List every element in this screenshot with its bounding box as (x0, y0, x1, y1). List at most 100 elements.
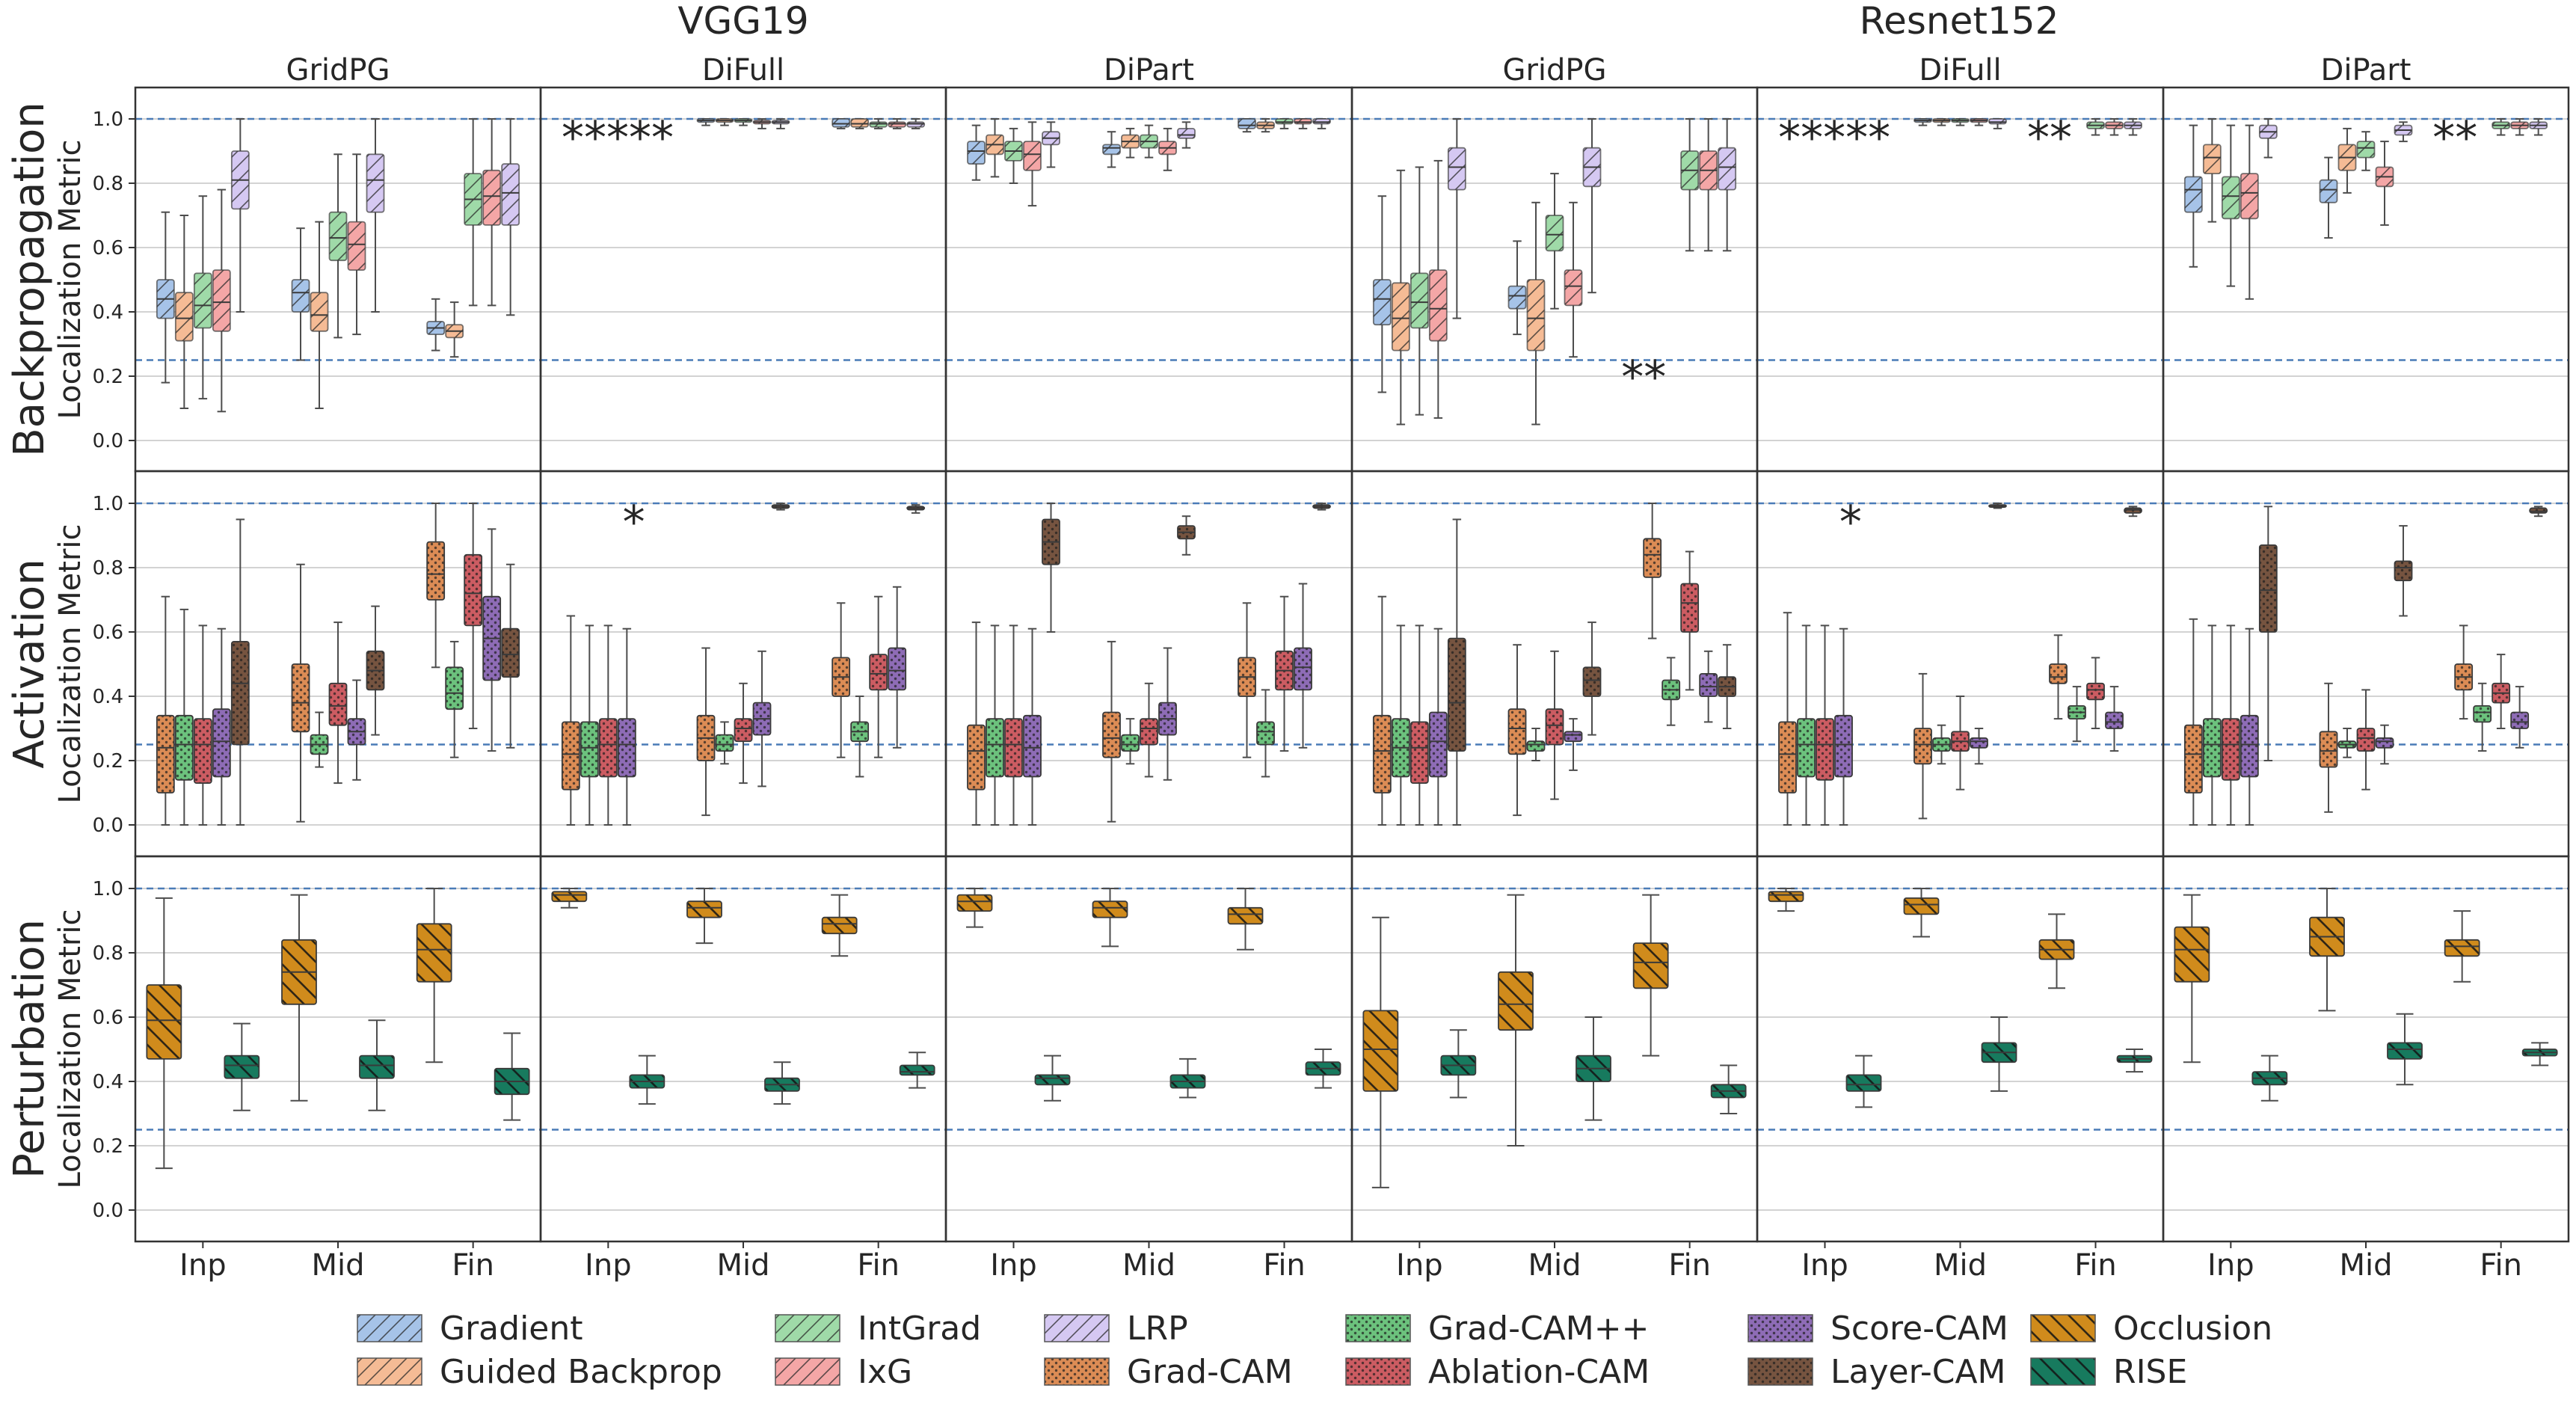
box-r1-c0-g2-s0 (426, 503, 446, 669)
box-r1-c0-g1-s0 (291, 563, 310, 823)
box-r2-c0-g2-s0-pattern (416, 923, 452, 983)
box-r1-c2-g1-s1-pattern (1121, 734, 1140, 752)
legend-label-1: Guided Backprop (440, 1353, 722, 1391)
box-r1-c5-g0-s4 (2258, 506, 2278, 761)
box-r0-c3-g0-s0 (1372, 195, 1392, 393)
box-r1-c1-g1-s1 (715, 721, 734, 765)
box-r2-c2-g2-s1 (1305, 1049, 1341, 1089)
setting-title-1: DiFull (702, 53, 784, 88)
row-label-0: Backpropagation (5, 102, 54, 457)
box-r1-c3-g0-s2 (1410, 624, 1429, 826)
box-r0-c0-g2-s4-pattern (501, 163, 520, 226)
model-title-resnet152: Resnet152 (1860, 0, 2059, 43)
box-r0-c3-g1-s1-pattern (1526, 279, 1546, 352)
box-r0-c1-g2-s4-pattern (906, 121, 926, 128)
box-r1-c0-g2-s0-pattern (426, 541, 446, 601)
box-r0-c0-g1-s1 (310, 221, 329, 409)
box-r2-c0-g0-s0-pattern (146, 984, 182, 1060)
box-r2-c5-g2-s0-pattern (2444, 939, 2480, 957)
box-r0-c5-g0-s3 (2240, 124, 2259, 300)
box-r2-c1-g0-s0 (551, 888, 588, 909)
box-r0-c2-g1-s0 (1102, 131, 1121, 168)
ytick-label-r2-5: 1.0 (93, 878, 123, 900)
xtick-label-1-2: Fin (857, 1248, 900, 1283)
legend-swatch-pattern-8 (1747, 1314, 1813, 1342)
box-r0-c5-g1-s0 (2319, 156, 2338, 239)
star-marker-r0-c1-0: ***** (562, 111, 674, 164)
box-r1-c1-g2-s0 (831, 602, 851, 758)
box-r1-c1-g1-s2-pattern (734, 718, 753, 743)
box-r1-c4-g2-s2-pattern (2086, 682, 2105, 701)
box-r1-c0-g0-s2-pattern (193, 718, 212, 784)
xtick-label-4-0: Inp (1801, 1248, 1848, 1283)
star-marker-r1-c4-0: * (1839, 496, 1862, 548)
ytick-label-r1-4: 0.8 (93, 557, 123, 580)
box-r1-c2-g2-s3 (1294, 583, 1312, 749)
box-r0-c2-g2-s3 (1294, 118, 1312, 129)
box-r0-c2-g1-s4-pattern (1177, 127, 1196, 139)
box-r0-c2-g2-s0-pattern (1238, 118, 1256, 129)
box-r0-c5-g2-s3 (2510, 118, 2530, 136)
box-r0-c3-g2-s4-pattern (1718, 147, 1737, 191)
box-r1-c4-g0-s3-pattern (1834, 714, 1853, 778)
box-r2-c2-g0-s0-pattern (956, 894, 993, 912)
box-r0-c3-g0-s2 (1410, 166, 1429, 416)
star-marker-r0-c3-0: ** (1621, 352, 1666, 404)
box-r1-c3-g2-s4 (1718, 644, 1737, 729)
legend-label-11: RISE (2113, 1353, 2187, 1391)
box-r0-c2-g0-s0-pattern (967, 141, 986, 165)
box-r2-c5-g1-s1-pattern (2387, 1042, 2423, 1060)
box-r0-c1-g2-s0-pattern (831, 118, 851, 128)
box-r0-c5-g0-s2-pattern (2221, 176, 2240, 220)
box-r2-c1-g2-s1-pattern (899, 1064, 935, 1076)
box-r1-c4-g2-s4-pattern (2124, 507, 2142, 514)
box-r0-c5-g0-s1-pattern (2202, 144, 2222, 174)
ytick-label-r2-4: 0.8 (93, 942, 123, 965)
legend-swatch-pattern-0 (357, 1314, 422, 1342)
box-r0-c3-g0-s4-pattern (1447, 147, 1466, 191)
ytick-label-r1-1: 0.2 (93, 750, 123, 773)
box-r2-c0-g2-s0 (416, 888, 452, 1063)
box-r1-c1-g1-s3 (752, 650, 772, 788)
box-r0-c0-g2-s3-pattern (482, 169, 502, 226)
box-r1-c1-g2-s2-pattern (869, 654, 888, 691)
box-r0-c0-g2-s0 (426, 298, 446, 352)
box-r1-c0-g0-s3-pattern (212, 708, 231, 778)
box-r1-c3-g1-s3 (1564, 718, 1583, 771)
box-r0-c4-g2-s3 (2105, 118, 2124, 136)
box-r1-c4-g1-s4 (1988, 503, 2007, 509)
box-r0-c5-g0-s0 (2183, 124, 2203, 268)
box-r1-c5-g1-s2-pattern (2356, 728, 2376, 752)
legend-item-1: Guided Backprop (357, 1353, 722, 1391)
row-label-1: Activation (5, 559, 54, 768)
box-r0-c2-g2-s2-pattern (1275, 118, 1294, 125)
box-r1-c4-g2-s3 (2105, 686, 2124, 752)
ytick-label-r1-3: 0.6 (93, 621, 123, 644)
box-r1-c5-g2-s2 (2492, 654, 2511, 729)
box-r1-c5-g1-s3 (2375, 724, 2394, 765)
box-r2-c3-g1-s1 (1576, 1016, 1611, 1121)
box-r1-c4-g1-s0-pattern (1913, 728, 1932, 765)
setting-title-2: DiPart (1104, 53, 1194, 88)
box-r0-c0-g0-s0 (156, 211, 175, 384)
box-r1-c3-g1-s0 (1507, 644, 1527, 817)
box-r0-c3-g1-s3-pattern (1564, 269, 1583, 307)
box-r1-c3-g1-s4-pattern (1582, 666, 1602, 697)
box-r1-c3-g0-s1 (1391, 624, 1410, 826)
box-r0-c2-g2-s1 (1256, 118, 1275, 133)
box-r1-c5-g0-s1-pattern (2202, 718, 2222, 778)
box-r1-c5-g0-s0-pattern (2183, 724, 2203, 793)
box-r2-c3-g0-s0-pattern (1362, 1010, 1399, 1092)
box-r1-c3-g0-s3-pattern (1428, 711, 1448, 778)
box-r1-c2-g2-s0 (1238, 602, 1256, 758)
legend-swatch-pattern-11 (2030, 1357, 2096, 1386)
box-r1-c5-g0-s0 (2183, 618, 2203, 826)
ytick-label-r0-3: 0.6 (93, 237, 123, 260)
box-r1-c4-g0-s2 (1816, 624, 1834, 826)
legend-label-0: Gradient (440, 1310, 583, 1348)
box-r0-c2-g0-s3 (1023, 121, 1042, 207)
ytick-label-r1-0: 0.0 (93, 814, 123, 837)
box-r2-c4-g2-s0 (2038, 913, 2075, 989)
box-r1-c1-g2-s2 (869, 595, 888, 758)
